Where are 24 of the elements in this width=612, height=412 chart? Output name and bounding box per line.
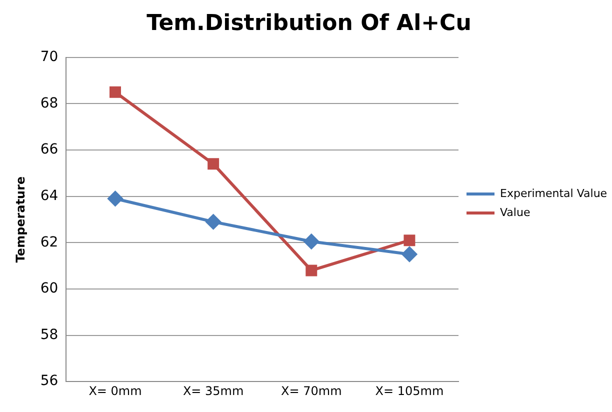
point xyxy=(304,234,319,249)
point xyxy=(208,158,220,170)
y-tick-label: 62 xyxy=(40,234,58,250)
point xyxy=(306,264,318,276)
point xyxy=(206,214,221,230)
point xyxy=(404,234,416,246)
point xyxy=(110,86,121,98)
x-tick-label: X= 105mm xyxy=(375,384,444,398)
y-tick-label: 68 xyxy=(40,95,58,112)
y-tick-label: 56 xyxy=(40,373,58,390)
x-tick-label: X= 35mm xyxy=(182,384,244,398)
y-tick-label: 70 xyxy=(40,49,58,66)
x-tick-label: X= 0mm xyxy=(88,384,142,398)
legend-label: Experimental Value xyxy=(500,186,608,200)
y-tick-label: 66 xyxy=(40,142,58,158)
x-tick-label: X= 70mm xyxy=(281,384,342,398)
chart-title: Tem.Distribution Of Al+Cu xyxy=(146,10,472,36)
y-axis-title: Temperature xyxy=(13,176,28,263)
y-tick-label: 58 xyxy=(40,326,58,343)
legend-label: Value xyxy=(500,206,530,219)
y-tick-label: 60 xyxy=(40,280,58,297)
point xyxy=(108,191,123,206)
y-tick-label: 64 xyxy=(40,188,58,204)
point xyxy=(402,246,417,262)
